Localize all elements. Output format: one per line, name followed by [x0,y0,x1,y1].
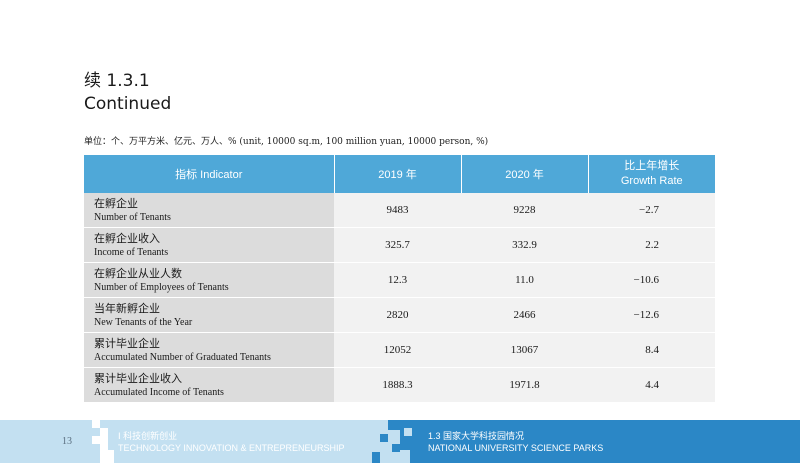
header-2019: 2019 年 [334,155,462,193]
cell-2020: 9228 [461,193,588,228]
cell-growth: 2.2 [588,227,715,263]
cell-2019: 12052 [334,332,461,368]
data-table: 指标 Indicator 2019 年 2020 年 比上年增长 Growth … [84,155,715,402]
row-label-en: Number of Tenants [94,211,171,223]
cell-2019: 1888.3 [334,367,461,402]
table-row: 累计毕业企业收入 Accumulated Income of Tenants 1… [84,367,715,402]
table-header-row: 指标 Indicator 2019 年 2020 年 比上年增长 Growth … [84,155,715,193]
footer-left-band [0,420,400,463]
cell-growth: −2.7 [588,193,715,228]
table-row: 累计毕业企业 Accumulated Number of Graduated T… [84,332,715,368]
footer-left-en: TECHNOLOGY INNOVATION & ENTREPRENEURSHIP [118,443,345,453]
row-label-zh: 在孵企业收入 [94,231,160,245]
cell-2020: 11.0 [461,262,588,298]
cell-growth: −12.6 [588,297,715,333]
row-label: 累计毕业企业 Accumulated Number of Graduated T… [84,332,334,368]
row-label-zh: 累计毕业企业收入 [94,371,182,385]
cell-growth: 4.4 [588,367,715,402]
row-label: 当年新孵企业 New Tenants of the Year [84,297,334,333]
cell-2019: 325.7 [334,227,461,263]
row-label-zh: 在孵企业从业人数 [94,266,182,280]
row-label-en: Income of Tenants [94,246,169,258]
row-label-zh: 在孵企业 [94,196,138,210]
cell-growth: 8.4 [588,332,715,368]
cell-2020: 13067 [461,332,588,368]
header-2020: 2020 年 [461,155,589,193]
cell-2019: 9483 [334,193,461,228]
header-growth: 比上年增长 Growth Rate [588,155,715,193]
cell-growth: −10.6 [588,262,715,298]
table-row: 在孵企业从业人数 Number of Employees of Tenants … [84,262,715,298]
footer-right-en: NATIONAL UNIVERSITY SCIENCE PARKS [428,443,604,453]
table-row: 在孵企业收入 Income of Tenants 325.7 332.9 2.2 [84,227,715,263]
header-growth-zh: 比上年增长 [624,160,680,172]
cell-2020: 332.9 [461,227,588,263]
row-label: 在孵企业 Number of Tenants [84,193,334,228]
header-growth-en: Growth Rate [620,175,683,187]
table-row: 在孵企业 Number of Tenants 9483 9228 −2.7 [84,193,715,228]
cell-2020: 1971.8 [461,367,588,402]
footer-right-zh: 1.3 国家大学科技园情况 [428,431,525,441]
footer-right-title: 1.3 国家大学科技园情况 NATIONAL UNIVERSITY SCIENC… [428,430,603,454]
row-label-en: Number of Employees of Tenants [94,281,229,293]
cell-2019: 12.3 [334,262,461,298]
section-subtitle: Continued [84,94,172,114]
page-number: 13 [62,436,72,447]
cell-2019: 2820 [334,297,461,333]
section-number: 续 1.3.1 [84,71,150,91]
footer-left-title: Ⅰ 科技创新创业 TECHNOLOGY INNOVATION & ENTREPR… [118,430,345,454]
row-label: 在孵企业收入 Income of Tenants [84,227,334,263]
table-row: 当年新孵企业 New Tenants of the Year 2820 2466… [84,297,715,333]
page-heading: 续 1.3.1 Continued [84,70,171,116]
unit-note: 单位：个、万平方米、亿元、万人、% (unit, 10000 sq.m, 100… [84,137,489,147]
row-label-en: Accumulated Income of Tenants [94,386,224,398]
row-label-zh: 当年新孵企业 [94,301,160,315]
page-footer: 13 Ⅰ 科技创新创业 TECHNOLOGY INNOVATION & ENTR… [0,420,800,463]
row-label-en: New Tenants of the Year [94,316,193,328]
row-label: 在孵企业从业人数 Number of Employees of Tenants [84,262,334,298]
footer-right-band [400,420,800,463]
row-label-en: Accumulated Number of Graduated Tenants [94,351,271,363]
row-label: 累计毕业企业收入 Accumulated Income of Tenants [84,367,334,402]
footer-left-zh: Ⅰ 科技创新创业 [118,431,178,441]
row-label-zh: 累计毕业企业 [94,336,160,350]
header-indicator: 指标 Indicator [84,155,335,193]
cell-2020: 2466 [461,297,588,333]
